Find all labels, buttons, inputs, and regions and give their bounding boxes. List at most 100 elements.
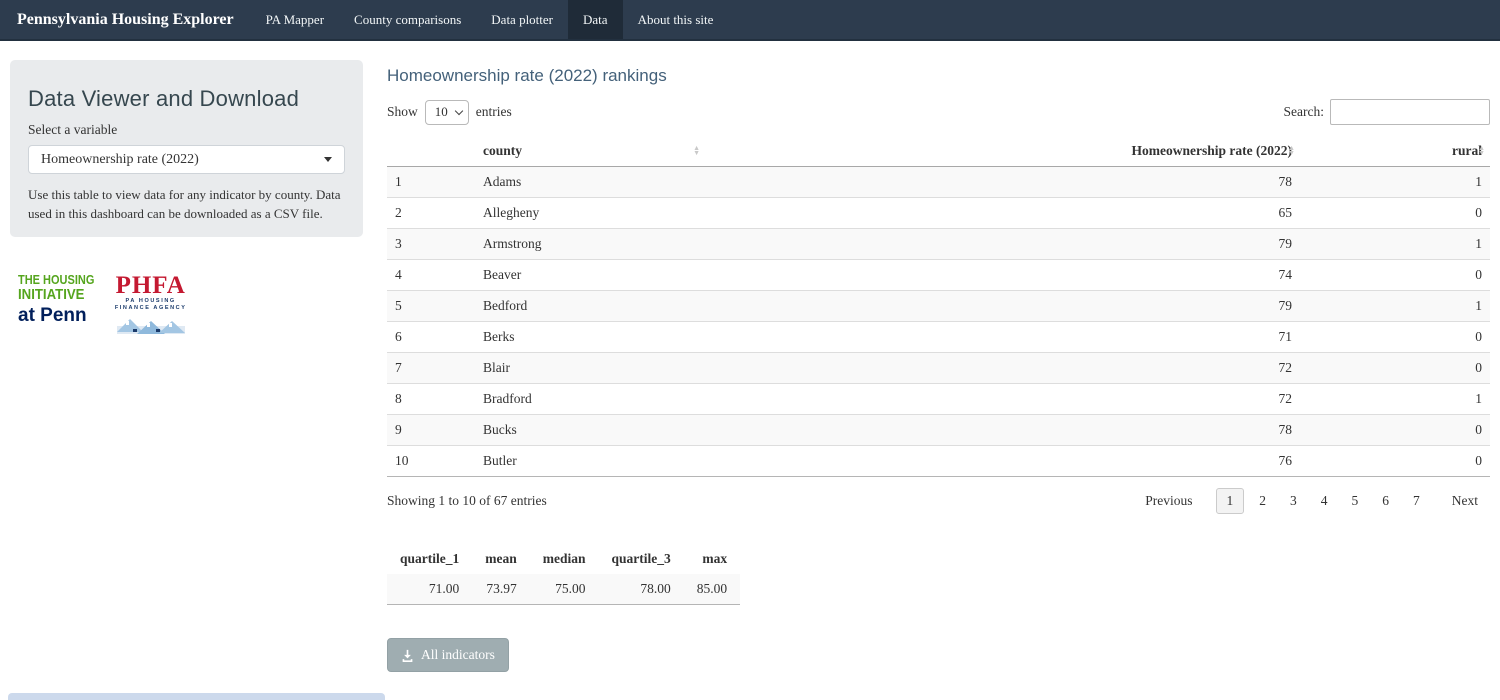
table-controls: Show 10 entries Search: bbox=[387, 99, 1490, 125]
sort-icon: ▲ ▼ bbox=[1288, 144, 1295, 157]
cell-rank: 10 bbox=[387, 445, 475, 477]
app-brand[interactable]: Pennsylvania Housing Explorer bbox=[17, 10, 234, 28]
cell-county: Butler bbox=[475, 445, 705, 477]
cell-rate: 72 bbox=[705, 383, 1300, 415]
phfa-acronym: PHFA bbox=[115, 272, 186, 299]
cell-rural: 0 bbox=[1300, 321, 1490, 353]
stat-value-median: 75.00 bbox=[529, 574, 599, 605]
stats-value-row: 71.00 73.97 75.00 78.00 85.00 bbox=[387, 574, 741, 605]
cell-rural: 1 bbox=[1300, 290, 1490, 322]
page-button-7[interactable]: 7 bbox=[1413, 493, 1420, 508]
table-row: 8 Bradford 72 1 bbox=[387, 383, 1490, 415]
cell-rate: 78 bbox=[705, 414, 1300, 446]
table-row: 5 Bedford 79 1 bbox=[387, 290, 1490, 322]
cell-rate: 78 bbox=[705, 166, 1300, 198]
cell-rank: 9 bbox=[387, 414, 475, 446]
page-button-4[interactable]: 4 bbox=[1320, 493, 1328, 508]
page-button-6[interactable]: 6 bbox=[1382, 493, 1389, 508]
cell-rank: 6 bbox=[387, 321, 475, 353]
column-header-county-label: county bbox=[483, 143, 523, 158]
cell-rate: 79 bbox=[705, 290, 1300, 322]
nav-item-about[interactable]: About this site bbox=[637, 11, 714, 27]
table-row: 3 Armstrong 79 1 bbox=[387, 228, 1490, 260]
housing-initiative-line2: INITIATIVE bbox=[18, 286, 85, 303]
column-header-rate-label: Homeownership rate (2022) bbox=[1131, 143, 1292, 158]
cell-rural: 0 bbox=[1300, 445, 1490, 477]
next-page-button[interactable]: Next bbox=[1451, 493, 1478, 508]
previous-page-button[interactable]: Previous bbox=[1145, 493, 1193, 508]
all-indicators-label: All indicators bbox=[421, 647, 495, 662]
cell-rate: 74 bbox=[705, 259, 1300, 291]
nav-item-data[interactable]: Data bbox=[568, 0, 623, 39]
phfa-subtitle-1: PA HOUSING bbox=[125, 298, 176, 304]
data-viewer-panel: Data Viewer and Download Select a variab… bbox=[10, 60, 363, 237]
all-indicators-download-button[interactable]: All indicators bbox=[387, 638, 509, 672]
cell-county: Armstrong bbox=[475, 228, 705, 260]
sort-icon: ▲ ▼ bbox=[1478, 144, 1485, 157]
stat-header-mean: mean bbox=[485, 551, 517, 566]
page-button-5[interactable]: 5 bbox=[1351, 493, 1359, 508]
chevron-down-icon bbox=[454, 106, 464, 115]
stats-header-row: quartile_1 mean median quartile_3 max bbox=[387, 544, 740, 574]
sort-icon: ▲ ▼ bbox=[693, 144, 700, 157]
cell-rural: 0 bbox=[1300, 197, 1490, 229]
phfa-subtitle-2: FINANCE AGENCY bbox=[114, 305, 187, 311]
stat-header-quartile1: quartile_1 bbox=[400, 551, 460, 566]
table-row: 10 Butler 76 0 bbox=[387, 445, 1490, 477]
pagination: Previous 1 2 3 4 5 6 7 Next bbox=[1133, 488, 1490, 514]
cell-rural: 0 bbox=[1300, 259, 1490, 291]
cell-rate: 71 bbox=[705, 321, 1300, 353]
page-button-3[interactable]: 3 bbox=[1290, 493, 1297, 508]
summary-stats-table: quartile_1 mean median quartile_3 max 71… bbox=[387, 544, 741, 605]
cell-rank: 2 bbox=[387, 197, 475, 229]
column-header-rate[interactable]: Homeownership rate (2022) ▲ ▼ bbox=[705, 136, 1300, 167]
stat-header-median: median bbox=[542, 551, 586, 566]
entries-length-control: Show 10 entries bbox=[387, 99, 512, 125]
nav-item-pa-mapper[interactable]: PA Mapper bbox=[265, 11, 325, 27]
table-row: 7 Blair 72 0 bbox=[387, 352, 1490, 384]
column-header-county[interactable]: county ▲ ▼ bbox=[475, 136, 705, 167]
cell-rate: 79 bbox=[705, 228, 1300, 260]
stat-value-mean: 73.97 bbox=[472, 574, 530, 605]
cell-rate: 72 bbox=[705, 352, 1300, 384]
cell-rank: 8 bbox=[387, 383, 475, 415]
search-control: Search: bbox=[1284, 99, 1490, 125]
nav-item-county-comparisons[interactable]: County comparisons bbox=[354, 11, 462, 27]
table-row: 1 Adams 78 1 bbox=[387, 166, 1490, 198]
cell-rate: 65 bbox=[705, 197, 1300, 229]
search-label: Search: bbox=[1283, 104, 1324, 119]
entries-select[interactable]: 10 bbox=[424, 99, 469, 125]
caret-down-icon bbox=[324, 157, 332, 162]
table-row: 6 Berks 71 0 bbox=[387, 321, 1490, 353]
table-footer: Showing 1 to 10 of 67 entries Previous 1… bbox=[387, 477, 1490, 522]
entries-label: entries bbox=[475, 104, 512, 119]
page-title: Homeownership rate (2022) rankings bbox=[387, 66, 667, 85]
cell-county: Beaver bbox=[475, 259, 705, 291]
page-button-2[interactable]: 2 bbox=[1259, 493, 1266, 508]
table-row: 9 Bucks 78 0 bbox=[387, 414, 1490, 446]
stat-header-max: max bbox=[702, 551, 728, 566]
nav-item-data-plotter[interactable]: Data plotter bbox=[491, 11, 554, 27]
cell-rank: 5 bbox=[387, 290, 475, 322]
cell-county: Bucks bbox=[475, 414, 705, 446]
entries-select-value: 10 bbox=[434, 104, 448, 119]
variable-select-label: Select a variable bbox=[28, 122, 118, 137]
page-button-1[interactable]: 1 bbox=[1215, 488, 1245, 514]
cell-county: Adams bbox=[475, 166, 705, 198]
search-input[interactable] bbox=[1330, 99, 1490, 125]
column-header-rural[interactable]: rural ▲ ▼ bbox=[1300, 136, 1490, 167]
cell-rank: 1 bbox=[387, 166, 475, 198]
entries-info: Showing 1 to 10 of 67 entries bbox=[387, 493, 547, 508]
show-label: Show bbox=[387, 104, 418, 119]
partner-logos: THE HOUSING INITIATIVE at Penn PHFA PA H… bbox=[18, 272, 187, 334]
column-header-rural-label: rural bbox=[1452, 143, 1482, 158]
variable-select[interactable]: Homeownership rate (2022) bbox=[28, 145, 345, 174]
phfa-logo: PHFA PA HOUSING FINANCE AGENCY bbox=[114, 272, 187, 334]
table-row: 4 Beaver 74 0 bbox=[387, 259, 1490, 291]
housing-initiative-logo: THE HOUSING INITIATIVE at Penn bbox=[18, 274, 105, 328]
table-header-row: county ▲ ▼ Homeownership rate (2022) ▲ ▼ r… bbox=[387, 136, 1490, 167]
cell-rural: 1 bbox=[1300, 383, 1490, 415]
column-header-index[interactable] bbox=[387, 136, 475, 167]
table-row: 2 Allegheny 65 0 bbox=[387, 197, 1490, 229]
navbar: Pennsylvania Housing Explorer PA Mapper … bbox=[0, 0, 1500, 41]
